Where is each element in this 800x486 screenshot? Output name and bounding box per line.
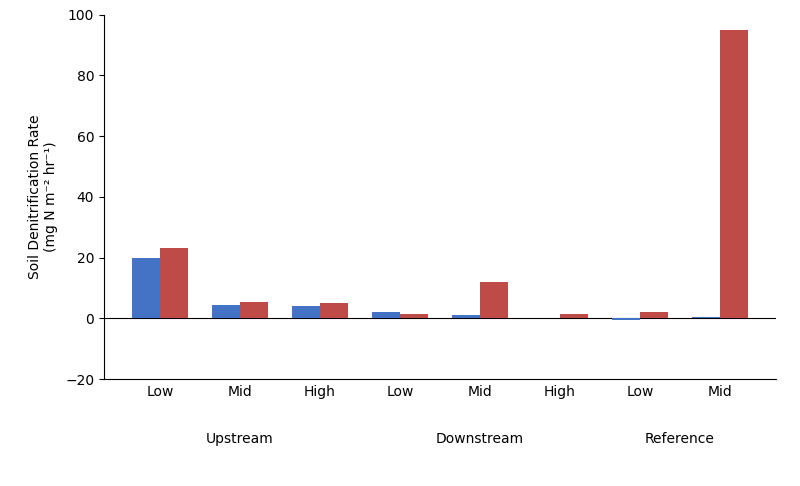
Bar: [612, 318, 640, 320]
Bar: [320, 303, 348, 318]
Bar: [240, 302, 268, 318]
Bar: [372, 312, 400, 318]
Bar: [560, 314, 588, 318]
Bar: [452, 315, 480, 318]
Y-axis label: Soil Denitrification Rate
(mg N m⁻² hr⁻¹): Soil Denitrification Rate (mg N m⁻² hr⁻¹…: [28, 115, 58, 279]
Bar: [480, 282, 508, 318]
Bar: [212, 305, 240, 318]
Bar: [160, 248, 188, 318]
Bar: [640, 312, 668, 318]
Text: Downstream: Downstream: [436, 432, 524, 446]
Bar: [400, 314, 428, 318]
Bar: [692, 317, 720, 318]
Bar: [292, 306, 320, 318]
Text: Upstream: Upstream: [206, 432, 274, 446]
Text: Reference: Reference: [645, 432, 715, 446]
Bar: [720, 30, 748, 318]
Bar: [132, 258, 160, 318]
